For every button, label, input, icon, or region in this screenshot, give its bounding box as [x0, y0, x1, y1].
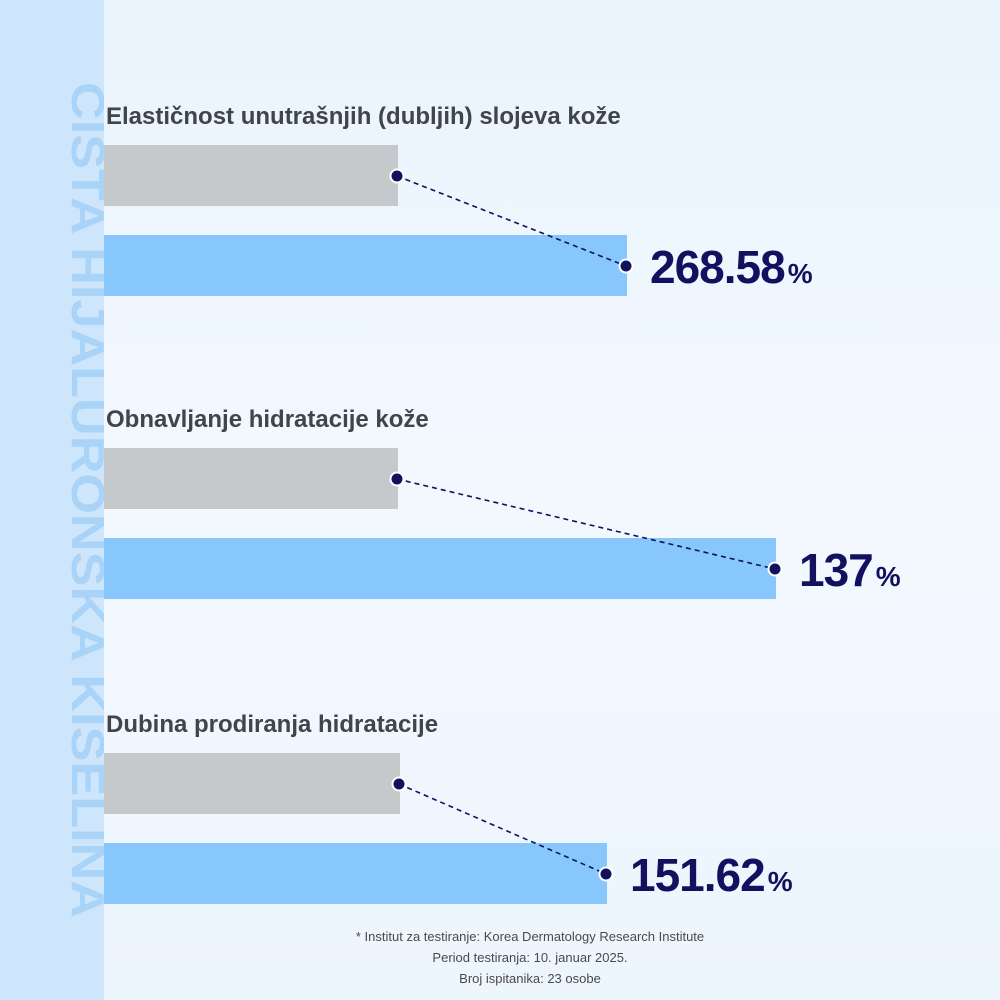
value-label: 268.58%: [650, 241, 813, 293]
baseline-point: [391, 776, 407, 792]
baseline-point: [389, 168, 405, 184]
value-number: 137: [799, 544, 873, 596]
value-label: 151.62%: [630, 849, 793, 901]
side-band: [0, 0, 104, 1000]
result-point: [598, 866, 614, 882]
side-title-graphic: ČISTA HIJALURONSKA KISELINA: [62, 82, 104, 918]
footnote: * Institut za testiranje: Korea Dermatol…: [200, 926, 860, 989]
result-bar: [104, 843, 607, 904]
footnote-participants: Broj ispitanika: 23 osobe: [459, 971, 601, 986]
result-bar: [104, 538, 776, 599]
group-title: Dubina prodiranja hidratacije: [106, 711, 438, 738]
result-bar: [104, 235, 627, 296]
baseline-bar: [104, 145, 398, 206]
baseline-bar: [104, 753, 400, 814]
group-title: Elastičnost unutrašnjih (dubljih) slojev…: [106, 103, 621, 130]
value-number: 151.62: [630, 849, 765, 901]
group-title: Obnavljanje hidratacije kože: [106, 406, 429, 433]
value-unit: %: [788, 258, 813, 289]
value-number: 268.58: [650, 241, 785, 293]
value-unit: %: [876, 561, 901, 592]
connector-line: [398, 783, 607, 875]
baseline-point: [389, 471, 405, 487]
footnote-period: Period testiranja: 10. januar 2025.: [432, 950, 628, 965]
baseline-bar: [104, 448, 398, 509]
footnote-institute: * Institut za testiranje: Korea Dermatol…: [355, 929, 705, 944]
value-unit: %: [768, 866, 793, 897]
result-point: [618, 258, 634, 274]
side-title: ČISTA HIJALURONSKA KISELINA: [62, 82, 104, 918]
value-label: 137%: [799, 544, 901, 596]
connector-line: [396, 478, 776, 570]
result-point: [767, 561, 783, 577]
